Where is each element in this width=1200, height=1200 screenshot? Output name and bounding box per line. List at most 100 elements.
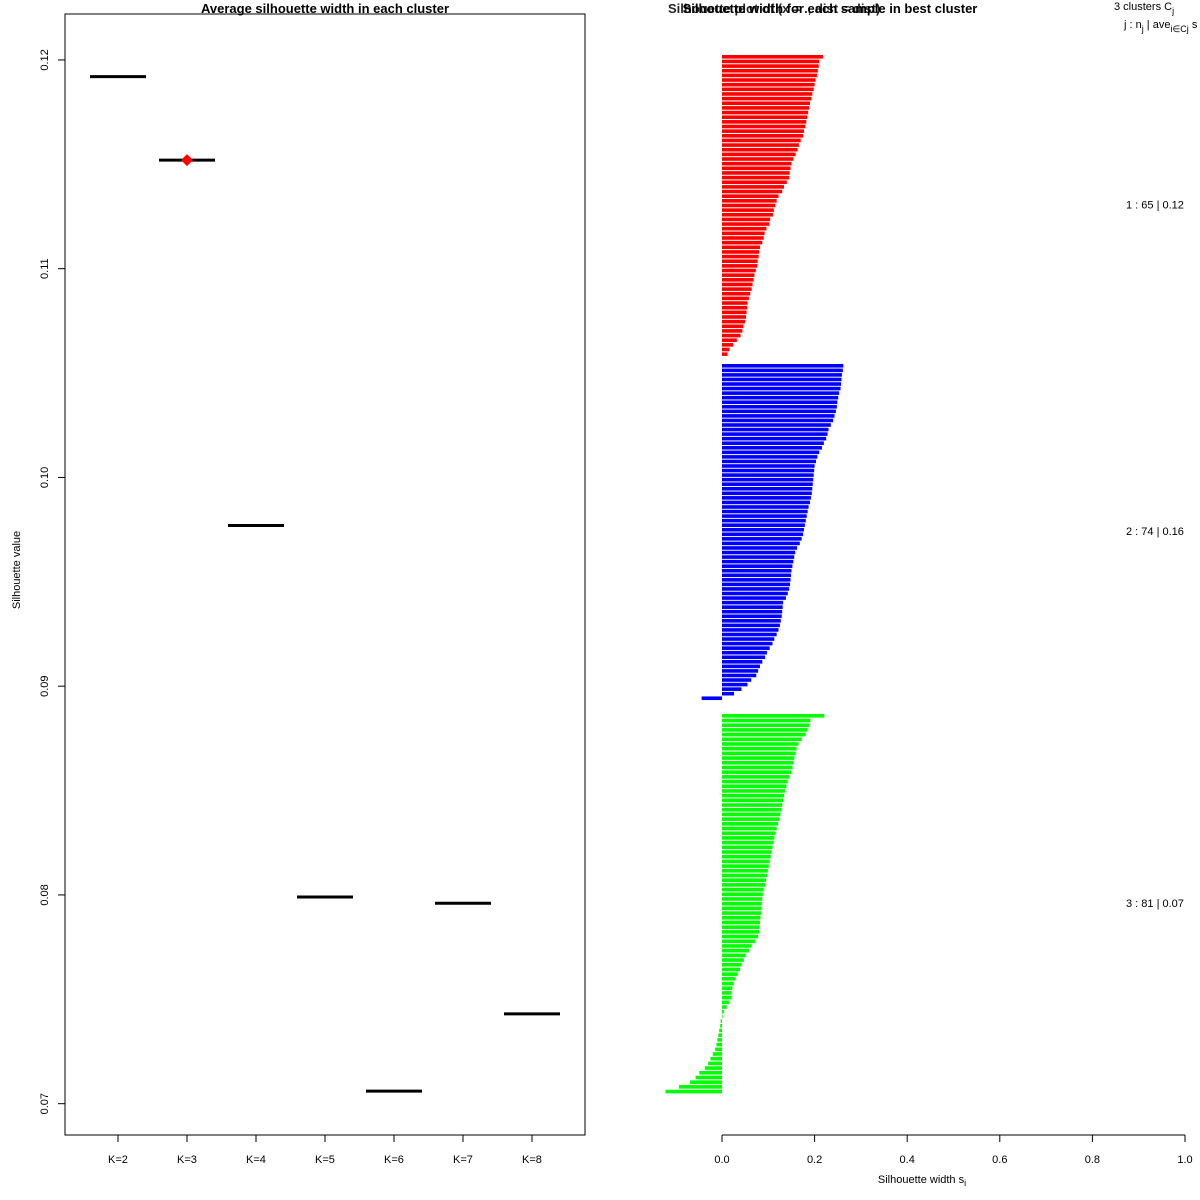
silhouette-bar [722, 596, 786, 600]
silhouette-bar [722, 972, 738, 976]
silhouette-bar [722, 414, 835, 418]
left-x-axis: K=2 K=3 K=4 K=5 K=6 K=7 K=8 [108, 1135, 542, 1166]
silhouette-bar [722, 831, 776, 836]
silhouette-bar [722, 892, 763, 897]
silhouette-bar [722, 906, 762, 911]
silhouette-bar [722, 582, 791, 587]
silhouette-bar [722, 911, 761, 915]
silhouette-bar [722, 600, 784, 605]
silhouette-bar [722, 129, 804, 133]
silhouette-bar [722, 760, 794, 765]
sample-silhouette-panel: Silhouette width for each sample in best… [665, 1, 1198, 1188]
silhouette-bar [720, 1019, 722, 1023]
silhouette-bar [722, 106, 810, 110]
silhouette-bar [678, 1085, 722, 1089]
silhouette-bar [722, 166, 791, 171]
right-overlay-title: Silhouette plot of (x = ., dist = dist) [668, 1, 880, 16]
silhouette-bar [722, 73, 817, 78]
left-y-axis-label: Silhouette value [11, 531, 23, 609]
silhouette-bar [719, 1028, 722, 1033]
silhouette-bar [722, 541, 800, 546]
cluster-1-summary: 1 : 65 | 0.12 [1126, 200, 1184, 212]
silhouette-bar [722, 161, 792, 166]
silhouette-bar [722, 732, 806, 737]
silhouette-bar [722, 315, 747, 319]
silhouette-bar [722, 619, 781, 623]
silhouette-bar [722, 812, 781, 817]
silhouette-bar [722, 977, 736, 981]
silhouette-bar [722, 138, 801, 143]
silhouette-bar [722, 751, 796, 756]
silhouette-bar [722, 845, 773, 850]
avg-silhouette-panel: Average silhouette width in each cluster… [11, 1, 586, 1166]
cluster-1-bars [722, 55, 823, 356]
silhouette-bar [722, 482, 813, 487]
silhouette-bar [722, 464, 815, 468]
silhouette-bar [722, 573, 791, 578]
silhouette-bar [722, 157, 794, 161]
silhouette-bar [699, 1070, 722, 1075]
silhouette-bar [722, 1000, 729, 1005]
silhouette-bar [722, 226, 767, 231]
silhouette-bar [722, 427, 829, 432]
silhouette-bar [722, 962, 742, 967]
silhouette-bar [722, 110, 809, 115]
silhouette-bar [722, 143, 799, 147]
silhouette-bar [722, 546, 798, 550]
silhouette-bar [722, 373, 842, 377]
silhouette-bar [722, 664, 760, 669]
silhouette-bar [722, 120, 807, 124]
silhouette-bar [716, 1042, 722, 1047]
silhouette-bar [722, 770, 791, 774]
silhouette-bar [722, 669, 759, 673]
silhouette-bar [722, 240, 763, 245]
silhouette-bar [722, 324, 744, 329]
cluster-summary-labels: 1 : 65 | 0.12 2 : 74 | 0.16 3 : 81 | 0.07 [1126, 200, 1184, 910]
header-cluster-count: 3 clusters Cj [1114, 1, 1174, 16]
silhouette-bar [722, 887, 764, 892]
silhouette-bar [722, 82, 815, 87]
silhouette-bar [722, 203, 776, 208]
silhouette-bar [722, 850, 772, 854]
silhouette-bar [690, 1080, 722, 1084]
silhouette-bar [695, 1075, 722, 1080]
silhouette-bar [722, 915, 761, 920]
right-x-tick-label: 0.8 [1085, 1154, 1100, 1166]
left-x-tick-label: K=6 [384, 1154, 404, 1166]
silhouette-bar [722, 96, 812, 101]
silhouette-bar [722, 714, 825, 718]
silhouette-bar [722, 115, 808, 119]
silhouette-bar [722, 491, 812, 496]
silhouette-bar [722, 614, 782, 619]
silhouette-bar [722, 628, 779, 632]
silhouette-bar [722, 199, 777, 203]
silhouette-bar [722, 756, 795, 760]
left-y-tick-label: 0.11 [39, 258, 51, 279]
silhouette-bar [722, 496, 811, 500]
silhouette-bar [722, 641, 773, 646]
silhouette-bar [722, 55, 823, 59]
silhouette-bar [722, 432, 828, 436]
right-header: 3 clusters Cj j : nj | avei∈Cj s [1114, 1, 1198, 34]
silhouette-bar [722, 678, 752, 682]
silhouette-bar [722, 555, 795, 559]
silhouette-bar [722, 505, 809, 509]
silhouette-bar [722, 217, 771, 222]
silhouette-bar [722, 930, 760, 934]
silhouette-bar [722, 236, 764, 240]
right-x-tick-label: 0.2 [807, 1154, 822, 1166]
silhouette-bar [722, 632, 777, 637]
silhouette-bar [722, 418, 834, 423]
silhouette-bar [722, 925, 760, 929]
silhouette-bar [722, 254, 759, 259]
silhouette-bar [722, 775, 790, 779]
silhouette-bar [722, 682, 748, 687]
silhouette-bar [722, 152, 796, 157]
left-x-tick-label: K=2 [108, 1154, 128, 1166]
right-x-tick-label: 0.0 [714, 1154, 729, 1166]
silhouette-bar [722, 477, 814, 482]
silhouette-bar [722, 784, 787, 789]
silhouette-bar [722, 287, 752, 291]
silhouette-bar [722, 737, 802, 742]
